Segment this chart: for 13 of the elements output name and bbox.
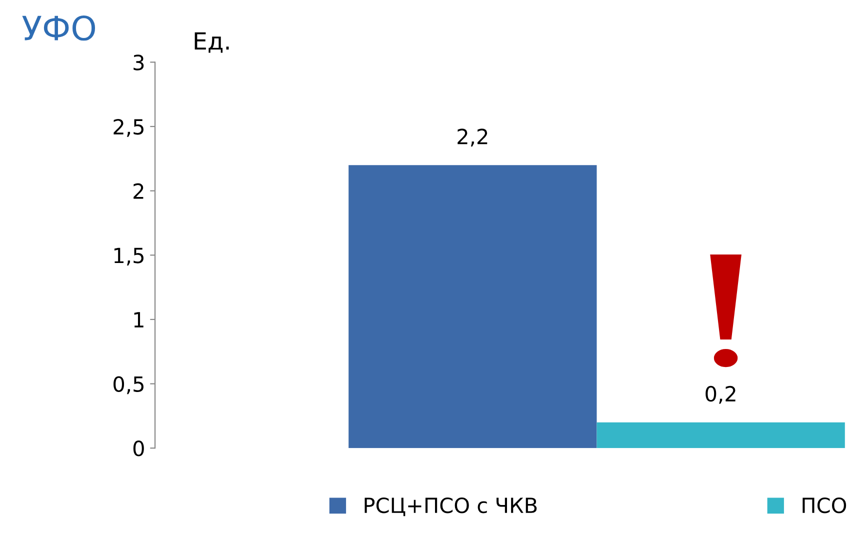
y-tick-label: 2 xyxy=(134,183,144,199)
y-tick-label: 0,5 xyxy=(114,376,144,394)
y-tick-label: 1 xyxy=(134,312,144,328)
data-label: 0,2 xyxy=(706,386,736,404)
y-tick-label: 1,5 xyxy=(114,248,144,266)
legend-label: РСЦ+ПСО с ЧКВ xyxy=(364,497,537,516)
legend-label: ПСО xyxy=(802,497,846,514)
y-tick-label: 3 xyxy=(134,54,144,70)
y-tick-label: 0 xyxy=(133,440,144,456)
y-tick-label: 2,5 xyxy=(114,118,144,137)
data-label: 2,2 xyxy=(458,128,488,147)
chart-title: УФО xyxy=(22,15,96,41)
y-axis-title: Ед. xyxy=(194,32,229,53)
